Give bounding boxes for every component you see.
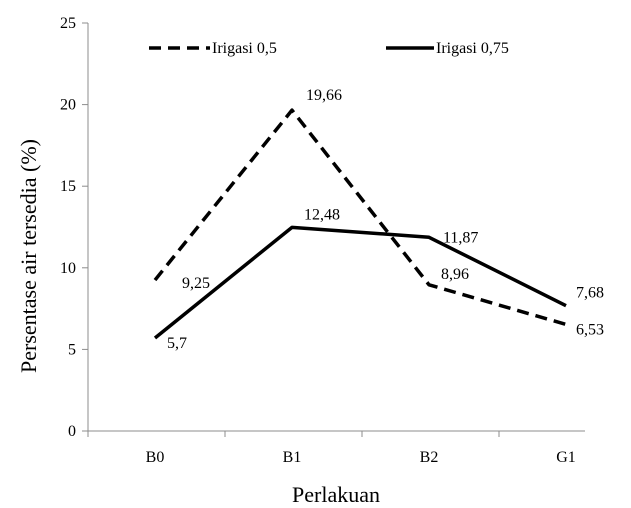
- x-tick-label: B2: [420, 449, 439, 466]
- series-line-2: [153, 225, 567, 340]
- series-line-1: [153, 108, 567, 327]
- data-label: 8,96: [441, 266, 469, 283]
- series-lines: [153, 108, 567, 340]
- y-axis-title: Persentase air tersedia (%): [16, 139, 41, 373]
- data-label: 7,68: [576, 285, 604, 302]
- x-tick-label: B0: [146, 449, 165, 466]
- data-labels: 9,25 19,66 8,96 6,53 5,7 12,48 11,87 7,68: [167, 87, 604, 352]
- data-label: 6,53: [576, 321, 604, 338]
- legend-label-2: Irigasi 0,75: [436, 40, 509, 57]
- x-axis-title: Perlakuan: [292, 482, 380, 507]
- y-tick-label: 0: [68, 423, 76, 440]
- legend: Irigasi 0,5 Irigasi 0,75: [149, 40, 509, 57]
- y-tick-label: 15: [60, 178, 76, 195]
- x-axis: B0 B1 B2 G1: [87, 430, 585, 466]
- y-tick-label: 20: [60, 97, 76, 114]
- y-tick-label: 25: [60, 15, 76, 32]
- data-label: 12,48: [304, 206, 340, 223]
- legend-label-1: Irigasi 0,5: [212, 40, 277, 57]
- data-label: 19,66: [306, 87, 342, 104]
- y-tick-label: 5: [68, 341, 76, 358]
- data-label: 5,7: [167, 335, 187, 352]
- data-label: 9,25: [182, 275, 210, 292]
- x-tick-label: G1: [556, 449, 576, 466]
- y-axis: 0 5 10 15 20 25: [60, 15, 89, 440]
- y-tick-label: 10: [60, 260, 76, 277]
- data-label: 11,87: [443, 229, 478, 246]
- x-tick-label: B1: [283, 449, 302, 466]
